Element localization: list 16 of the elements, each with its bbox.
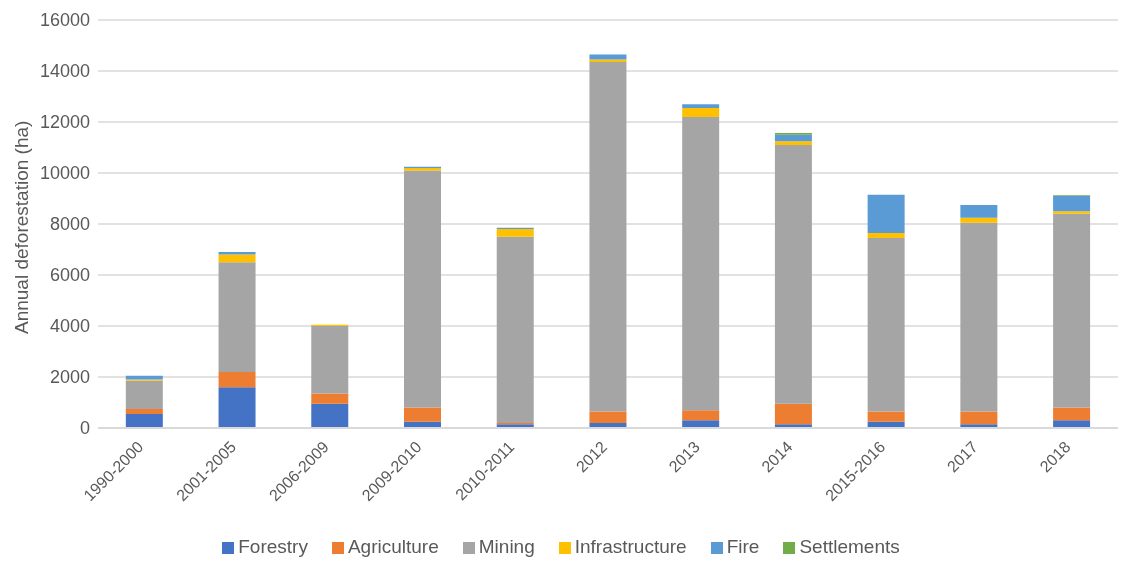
legend-label: Fire: [726, 536, 760, 557]
y-tick-label: 14000: [39, 61, 90, 82]
legend-label: Infrastructure: [574, 536, 687, 557]
y-tick-label: 0: [79, 418, 90, 439]
y-tick-label: 4000: [49, 316, 90, 337]
y-tick-label: 2000: [49, 367, 90, 388]
y-axis-title: Annual deforestation (ha): [10, 120, 32, 334]
legend-label: Agriculture: [347, 536, 439, 557]
legend-label: Settlements: [799, 536, 900, 557]
y-tick-label: 6000: [49, 265, 90, 286]
y-tick-label: 10000: [39, 163, 90, 184]
y-tick-label: 16000: [39, 10, 90, 31]
y-tick-label: 8000: [49, 214, 90, 235]
y-tick-label: 12000: [39, 112, 90, 133]
legend-label: Mining: [478, 536, 535, 557]
legend-label: Forestry: [238, 536, 308, 557]
